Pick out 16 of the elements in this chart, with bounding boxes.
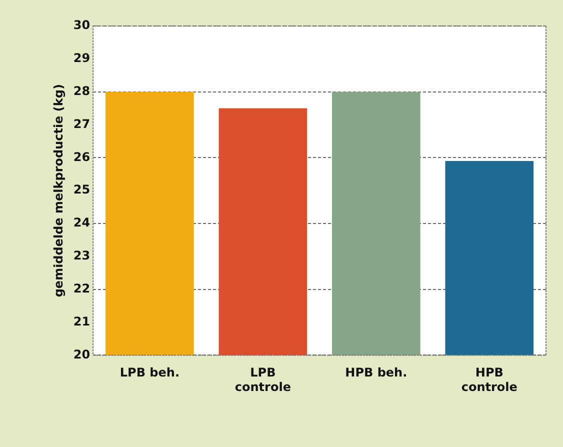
y-tick-label: 29 <box>73 51 90 66</box>
y-tick-label: 27 <box>73 116 90 131</box>
y-tick-label: 20 <box>73 347 90 362</box>
y-tick-label: 26 <box>73 150 90 164</box>
x-tick-label: HPB beh. <box>345 366 408 380</box>
y-axis-title: gemiddelde melkproductie (kg) <box>51 84 66 298</box>
x-tick-label: LPB controle <box>234 366 291 394</box>
y-tick-label: 25 <box>73 182 90 197</box>
y-tick-label: 22 <box>73 281 90 296</box>
y-tick-label: 30 <box>73 18 90 32</box>
y-tick-label: 21 <box>73 314 90 328</box>
y-tick-label: 23 <box>73 248 90 263</box>
x-tick-label: LPB beh. <box>120 366 180 380</box>
x-tick-label: HPB controle <box>461 366 518 394</box>
y-tick-label: 28 <box>73 84 90 98</box>
y-tick-label: 24 <box>73 216 90 230</box>
